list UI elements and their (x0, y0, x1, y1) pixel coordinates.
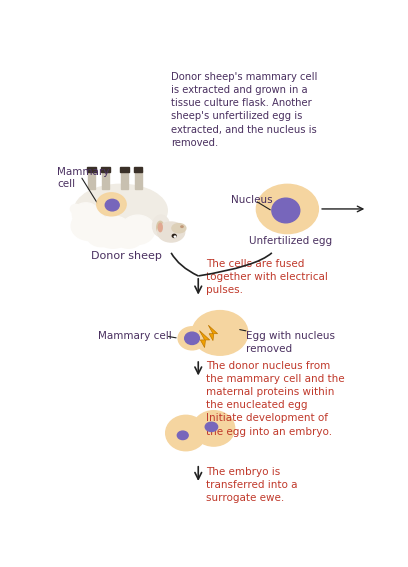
Bar (87, 167, 96, 172)
Polygon shape (208, 325, 217, 341)
Text: The cells are fused
together with electrical
pulses.: The cells are fused together with electr… (206, 259, 328, 295)
Text: Nucleus: Nucleus (231, 196, 273, 205)
Bar (101, 167, 110, 172)
Ellipse shape (157, 221, 164, 234)
Ellipse shape (121, 215, 155, 244)
Ellipse shape (172, 234, 176, 238)
Text: Egg with nucleus
removed: Egg with nucleus removed (246, 331, 335, 354)
Bar (120, 167, 129, 172)
Ellipse shape (272, 198, 300, 223)
Ellipse shape (86, 223, 116, 247)
Ellipse shape (71, 211, 109, 240)
Ellipse shape (193, 411, 235, 446)
Text: The donor nucleus from
the mammary cell and the
maternal proteins within
the enu: The donor nucleus from the mammary cell … (206, 361, 345, 437)
Ellipse shape (181, 226, 183, 227)
Bar (121, 171, 128, 189)
Ellipse shape (158, 223, 162, 232)
Ellipse shape (256, 184, 318, 234)
Ellipse shape (70, 204, 81, 214)
Bar (102, 171, 109, 189)
Ellipse shape (97, 193, 126, 216)
Text: The embryo is
transferred into a
surrogate ewe.: The embryo is transferred into a surroga… (206, 467, 297, 503)
Ellipse shape (178, 327, 206, 350)
Text: Unfertilized egg: Unfertilized egg (249, 236, 333, 246)
Ellipse shape (74, 184, 167, 236)
Bar (134, 167, 142, 172)
Ellipse shape (174, 236, 176, 237)
Ellipse shape (185, 332, 200, 345)
Ellipse shape (157, 222, 185, 242)
Ellipse shape (192, 311, 248, 356)
Text: Mammary cell: Mammary cell (98, 331, 171, 341)
Ellipse shape (205, 422, 217, 431)
Bar (88, 171, 95, 189)
Ellipse shape (153, 215, 170, 236)
Text: Mammary
cell: Mammary cell (57, 167, 110, 189)
Text: Donor sheep: Donor sheep (91, 251, 162, 261)
Ellipse shape (105, 200, 119, 211)
Ellipse shape (166, 415, 206, 451)
Ellipse shape (93, 216, 132, 248)
Text: Donor sheep's mammary cell
is extracted and grown in a
tissue culture flask. Ano: Donor sheep's mammary cell is extracted … (171, 72, 317, 148)
Polygon shape (200, 331, 210, 348)
Ellipse shape (172, 223, 186, 233)
Ellipse shape (72, 203, 100, 226)
Bar (135, 171, 142, 189)
Ellipse shape (115, 227, 142, 248)
Ellipse shape (177, 431, 188, 439)
